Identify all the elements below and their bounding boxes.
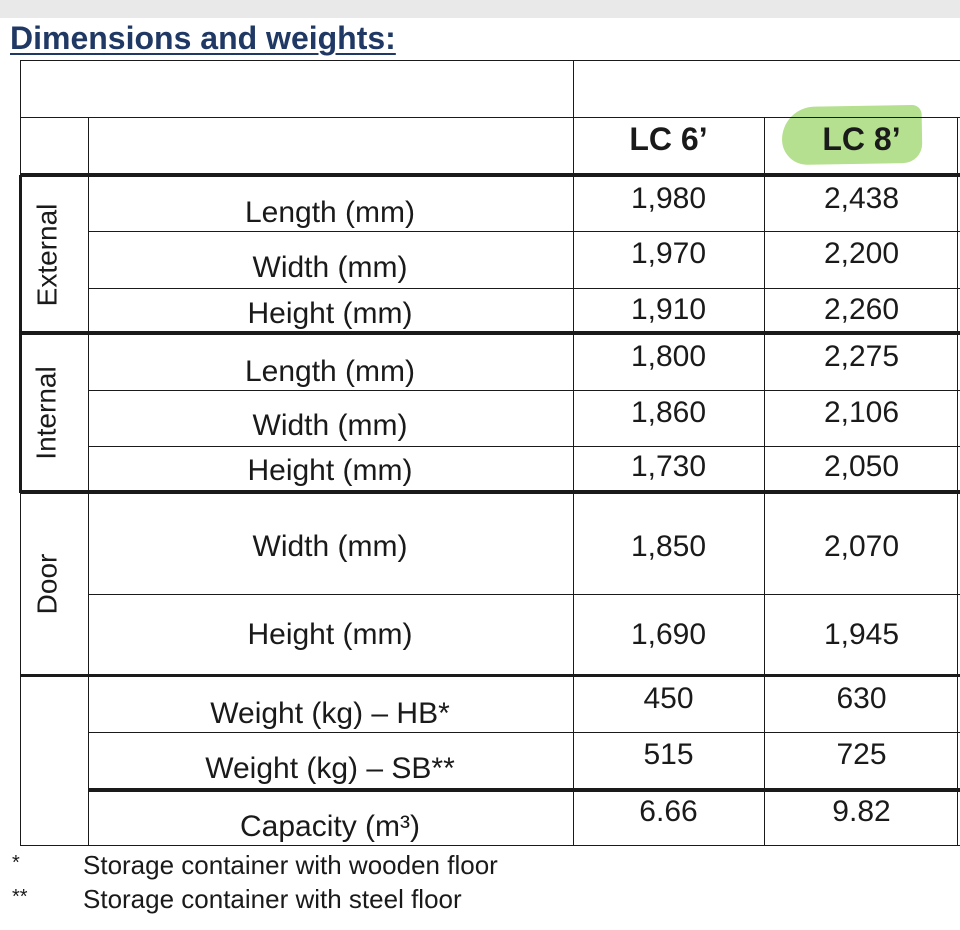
row-label: Width (mm): [252, 530, 408, 563]
group-external: External: [22, 177, 72, 332]
rule-weight-top: [20, 674, 960, 677]
group-label: External: [31, 203, 62, 306]
cell-lc6: 1,910: [630, 293, 707, 326]
row-label: Capacity (m³): [239, 810, 420, 843]
row-label: Width (mm): [252, 251, 408, 284]
row-label: Height (mm): [247, 454, 413, 487]
row-label: Length (mm): [244, 196, 416, 229]
rule-label: [573, 60, 574, 846]
cell-lc8: 1,945: [823, 618, 900, 651]
cell-lc8: 725: [836, 738, 887, 771]
cell-lc6: 450: [643, 682, 694, 715]
cell-lc8: 2,438: [823, 182, 900, 215]
page-title: Dimensions and weights:: [10, 20, 396, 56]
group-label: Door: [31, 553, 63, 615]
cell-lc6: 1,980: [630, 182, 707, 215]
cell-lc8: 2,275: [823, 340, 900, 373]
cell-lc6: 6.66: [639, 795, 698, 828]
cell-lc6: 1,860: [630, 396, 707, 429]
rule-row: [88, 231, 960, 232]
rule-right: [957, 117, 958, 846]
cell-lc8: 630: [836, 682, 887, 715]
rule-left-heavy: [19, 175, 22, 493]
rule-bottom: [20, 845, 960, 846]
cell-lc8: 2,106: [823, 396, 900, 429]
cell-lc8: 2,050: [823, 450, 900, 483]
footnote-text: Storage container with steel floor: [83, 884, 462, 914]
cell-lc8: 2,200: [823, 237, 900, 270]
rule-door-top: [20, 490, 960, 494]
rule-row: [88, 594, 960, 595]
cell-lc6: 1,730: [630, 450, 707, 483]
row-label: Length (mm): [244, 355, 416, 388]
row-label: Weight (kg) – SB**: [205, 752, 455, 785]
footnote-mark: *: [12, 852, 20, 874]
rule-row: [88, 288, 960, 289]
cell-lc6: 1,970: [630, 237, 707, 270]
rule-row: [88, 446, 960, 447]
row-label: Width (mm): [252, 409, 408, 442]
cell-lc6: 1,850: [630, 530, 707, 563]
rule-group: [88, 117, 89, 846]
row-label: Height (mm): [247, 618, 413, 651]
rule-lc6: [764, 117, 765, 846]
group-label: Internal: [31, 365, 62, 460]
cell-lc6: 1,800: [630, 340, 707, 373]
footnote-mark: **: [12, 886, 28, 908]
rule-external-top: [20, 173, 960, 177]
top-bar: [0, 0, 960, 18]
rule-internal-top: [20, 331, 960, 335]
rule-top: [20, 60, 960, 61]
row-label: Weight (kg) – HB*: [210, 697, 450, 730]
column-header-lc6: LC 6’: [629, 121, 708, 157]
rule-capacity-top: [88, 788, 960, 792]
rule-row: [88, 390, 960, 391]
rule-row: [88, 732, 960, 733]
row-label: Height (mm): [247, 297, 413, 330]
cell-lc8: 9.82: [832, 795, 891, 828]
cell-lc8: 2,260: [823, 293, 900, 326]
footnote-text: Storage container with wooden floor: [83, 850, 498, 880]
rule-header: [20, 117, 960, 118]
group-door: Door: [22, 494, 72, 674]
column-header-lc8: LC 8’: [822, 121, 901, 157]
cell-lc6: 515: [643, 738, 694, 771]
cell-lc8: 2,070: [823, 530, 900, 563]
cell-lc6: 1,690: [630, 618, 707, 651]
group-internal: Internal: [22, 335, 72, 490]
